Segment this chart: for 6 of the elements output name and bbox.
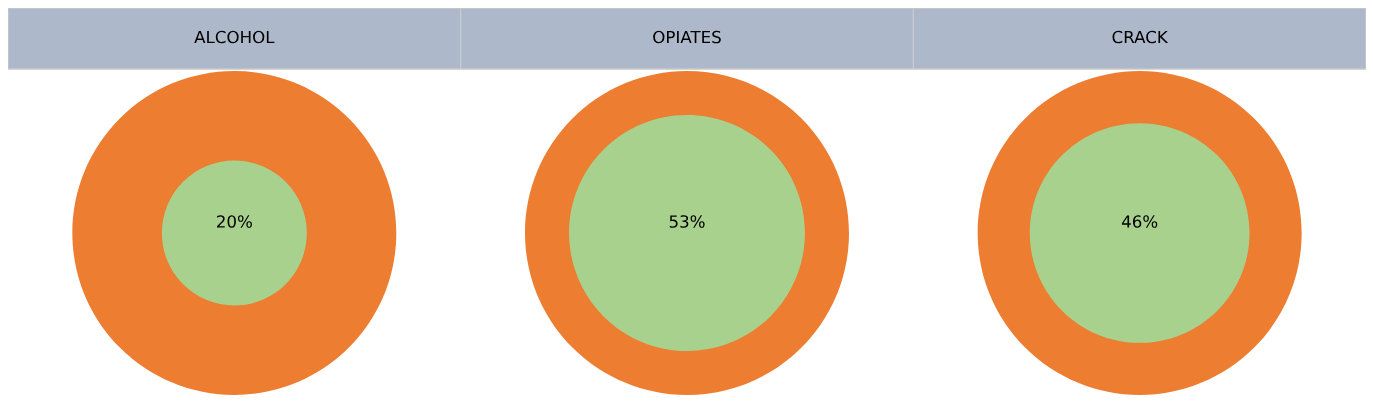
data-label: 46% bbox=[1121, 215, 1158, 228]
text: ALCOHOL bbox=[194, 30, 275, 44]
text: CRACK bbox=[1112, 30, 1169, 44]
text: OPIATES bbox=[653, 30, 721, 44]
data-label: 53% bbox=[669, 215, 705, 228]
data-label: 20% bbox=[217, 215, 252, 228]
